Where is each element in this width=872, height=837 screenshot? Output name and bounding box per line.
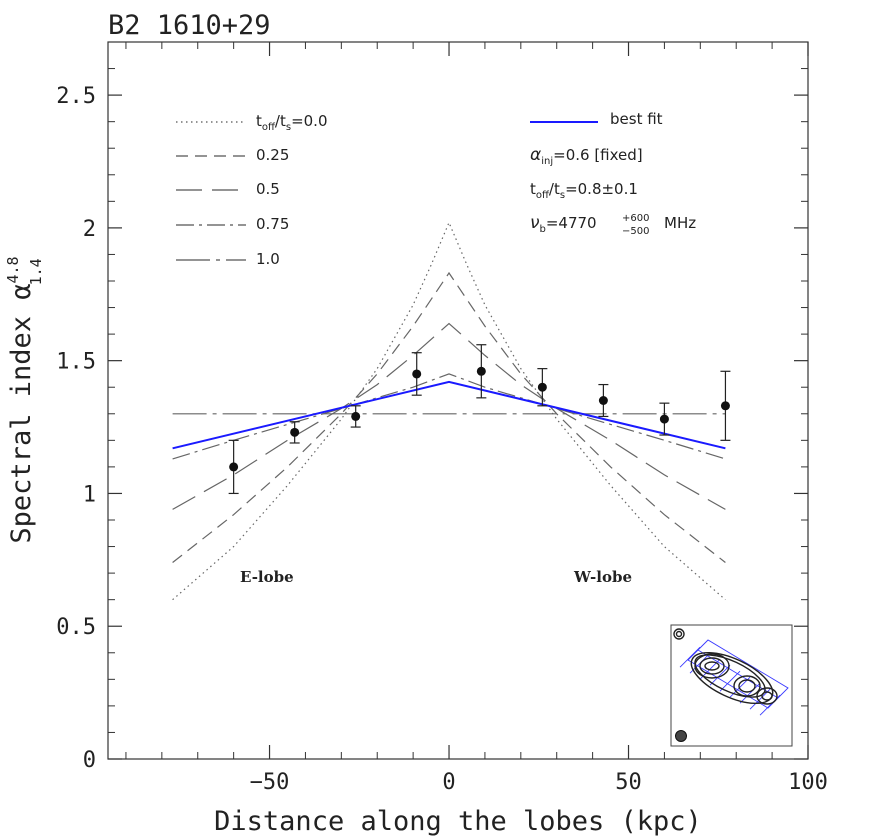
inset-contour <box>761 691 773 701</box>
model-curve <box>172 271 726 563</box>
best-fit-legend-label: best fit <box>610 110 663 128</box>
inset-contour <box>738 679 756 693</box>
inset-grid-slice <box>739 682 761 704</box>
data-point <box>229 462 239 472</box>
y-tick-label: 0 <box>83 748 96 773</box>
x-tick-label: 0 <box>442 770 455 795</box>
model-curve <box>172 322 726 510</box>
inset-contour <box>704 661 720 671</box>
y-tick-label: 2 <box>83 217 96 242</box>
y-tick-label: 1 <box>83 482 96 507</box>
legend-label-0: toff/ts=0.0 <box>256 112 328 133</box>
break-frequency-unit: MHz <box>664 214 696 232</box>
data-point <box>537 382 547 392</box>
inset-grid-slice <box>679 646 701 668</box>
inset-contour <box>673 628 685 640</box>
model-curves <box>172 221 726 601</box>
break-frequency-lower-error: −500 <box>622 226 649 237</box>
data-point <box>351 411 361 421</box>
best-fit-line <box>172 380 726 450</box>
y-tick-label: 2.5 <box>56 84 96 109</box>
toff-fit-text: toff/ts=0.8±0.1 <box>530 180 638 201</box>
inset-contour <box>756 687 778 705</box>
data-point <box>659 414 669 424</box>
inset-contour <box>675 630 683 638</box>
measurement-points <box>228 344 731 495</box>
inset-grid-slice <box>709 664 731 686</box>
inset-beam <box>675 730 687 742</box>
x-tick-label: 50 <box>615 770 642 795</box>
inset-contours <box>673 628 778 705</box>
inset-grid-outline <box>687 639 789 709</box>
break-frequency-text: νb=4770 <box>530 213 597 235</box>
y-tick-label: 0.5 <box>56 615 96 640</box>
break-frequency-upper-error: +600 <box>622 213 649 224</box>
chart-title: B2 1610+29 <box>108 10 271 41</box>
data-point <box>720 401 730 411</box>
inset-contour <box>733 675 761 697</box>
y-tick-label: 1.5 <box>56 350 96 375</box>
west-lobe-label: W-lobe <box>573 568 632 586</box>
inset-frame <box>670 624 793 747</box>
model-legend: toff/ts=0.0 0.25 0.5 0.75 1.0 <box>176 112 328 268</box>
legend-label-1: 0.25 <box>256 146 289 164</box>
model-curve <box>172 373 726 460</box>
x-tick-label: 100 <box>788 770 828 795</box>
data-point <box>412 369 422 379</box>
model-curve <box>172 221 726 601</box>
legend-label-4: 1.0 <box>256 250 280 268</box>
inset-contour <box>699 657 725 675</box>
inset-contour <box>694 653 730 679</box>
plot-frame <box>107 41 809 760</box>
radio-map-inset <box>670 624 793 747</box>
data-point <box>598 396 608 405</box>
legend-label-2: 0.5 <box>256 180 280 198</box>
inset-grid-slice <box>719 670 741 692</box>
x-tick-label: −50 <box>250 770 290 795</box>
alpha-inj-text: αinj=0.6 [fixed] <box>530 145 643 167</box>
fit-info: best fit αinj=0.6 [fixed] toff/ts=0.8±0.… <box>530 110 696 237</box>
x-axis-label: Distance along the lobes (kpc) <box>214 806 702 837</box>
data-point <box>476 366 486 376</box>
data-point <box>290 427 300 437</box>
east-lobe-label: E-lobe <box>240 568 294 586</box>
legend-label-3: 0.75 <box>256 215 289 233</box>
y-axis-label: Spectral index α4.8 1.4 <box>4 256 45 543</box>
